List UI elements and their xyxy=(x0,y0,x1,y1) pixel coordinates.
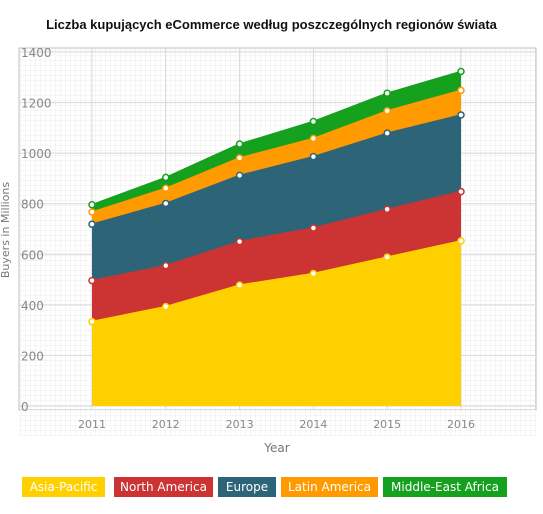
y-tick-label: 0 xyxy=(21,400,29,414)
y-tick-labels: 0 200 400 600 800 1000 1200 1400 xyxy=(21,46,52,414)
y-axis-label: Buyers in Millions xyxy=(0,182,12,278)
edge-asia-pacific xyxy=(91,240,462,323)
y-tick-label: 1000 xyxy=(21,147,52,161)
legend-item-asia-pacific: Asia-Pacific xyxy=(22,477,105,497)
legend-item-middle-east-africa: Middle-East Africa xyxy=(383,477,507,497)
edge-europe xyxy=(91,114,462,225)
y-tick-label: 200 xyxy=(21,349,44,363)
y-tick-label: 600 xyxy=(21,248,44,262)
edge-latin-america xyxy=(91,89,462,213)
data-point-latin-america xyxy=(162,184,170,193)
data-points-group xyxy=(88,67,465,326)
area-series-group xyxy=(92,71,461,406)
data-point-europe xyxy=(235,171,244,180)
y-tick-label: 400 xyxy=(21,299,44,313)
data-point-latin-america xyxy=(235,154,244,162)
data-point-latin-america xyxy=(383,107,391,115)
data-point-asia-pacific xyxy=(88,317,96,326)
x-axis-label: Year xyxy=(263,441,289,455)
data-point-middle-east-africa xyxy=(309,117,318,126)
area-asia-pacific xyxy=(92,240,461,406)
data-point-north-america xyxy=(88,276,96,285)
legend: Asia-Pacific North America Europe Latin Ame… xyxy=(0,477,543,497)
x-tick-label: 2012 xyxy=(152,418,180,431)
y-tick-label: 1200 xyxy=(21,97,52,111)
data-point-north-america xyxy=(162,261,170,270)
data-point-europe xyxy=(162,199,170,208)
data-point-north-america xyxy=(457,187,465,196)
data-point-asia-pacific xyxy=(383,253,391,261)
x-axis-band xyxy=(19,410,536,436)
data-point-middle-east-africa xyxy=(88,200,96,209)
data-point-asia-pacific xyxy=(235,281,244,289)
chart-title: Liczba kupujących eCommerce według poszc… xyxy=(46,17,497,32)
data-point-middle-east-africa xyxy=(162,173,170,182)
x-tick-label: 2016 xyxy=(447,418,475,431)
data-point-middle-east-africa xyxy=(383,89,391,97)
x-tick-label: 2011 xyxy=(78,418,106,431)
x-tick-label: 2015 xyxy=(373,418,401,431)
data-point-europe xyxy=(309,152,318,161)
data-point-europe xyxy=(88,220,96,228)
area-latin-america xyxy=(92,90,461,225)
data-point-middle-east-africa xyxy=(235,140,244,148)
series-edge-group xyxy=(91,70,462,323)
edge-middle-east-africa xyxy=(91,70,462,206)
data-point-latin-america xyxy=(88,208,96,216)
data-point-europe xyxy=(383,129,391,137)
area-north-america xyxy=(92,191,461,322)
area-europe xyxy=(92,115,461,281)
x-tick-label: 2013 xyxy=(226,418,254,431)
data-point-north-america xyxy=(235,237,244,246)
data-point-north-america xyxy=(383,205,391,214)
y-tick-label: 1400 xyxy=(21,46,52,60)
x-tick-labels: 2011 2012 2013 2014 2015 2016 xyxy=(78,418,475,431)
legend-item-north-america: North America xyxy=(114,477,213,497)
data-point-latin-america xyxy=(457,86,465,95)
legend-item-latin-america: Latin America xyxy=(281,477,378,497)
data-point-europe xyxy=(457,111,465,119)
data-point-middle-east-africa xyxy=(457,67,465,76)
data-point-asia-pacific xyxy=(309,269,318,278)
legend-item-europe: Europe xyxy=(218,477,276,497)
data-point-asia-pacific xyxy=(162,302,170,311)
data-point-north-america xyxy=(309,224,318,232)
data-point-asia-pacific xyxy=(457,237,465,245)
data-point-latin-america xyxy=(309,134,318,143)
y-tick-label: 800 xyxy=(21,198,44,212)
x-tick-label: 2014 xyxy=(299,418,327,431)
area-middle-east-africa xyxy=(92,71,461,213)
edge-north-america xyxy=(91,190,462,282)
